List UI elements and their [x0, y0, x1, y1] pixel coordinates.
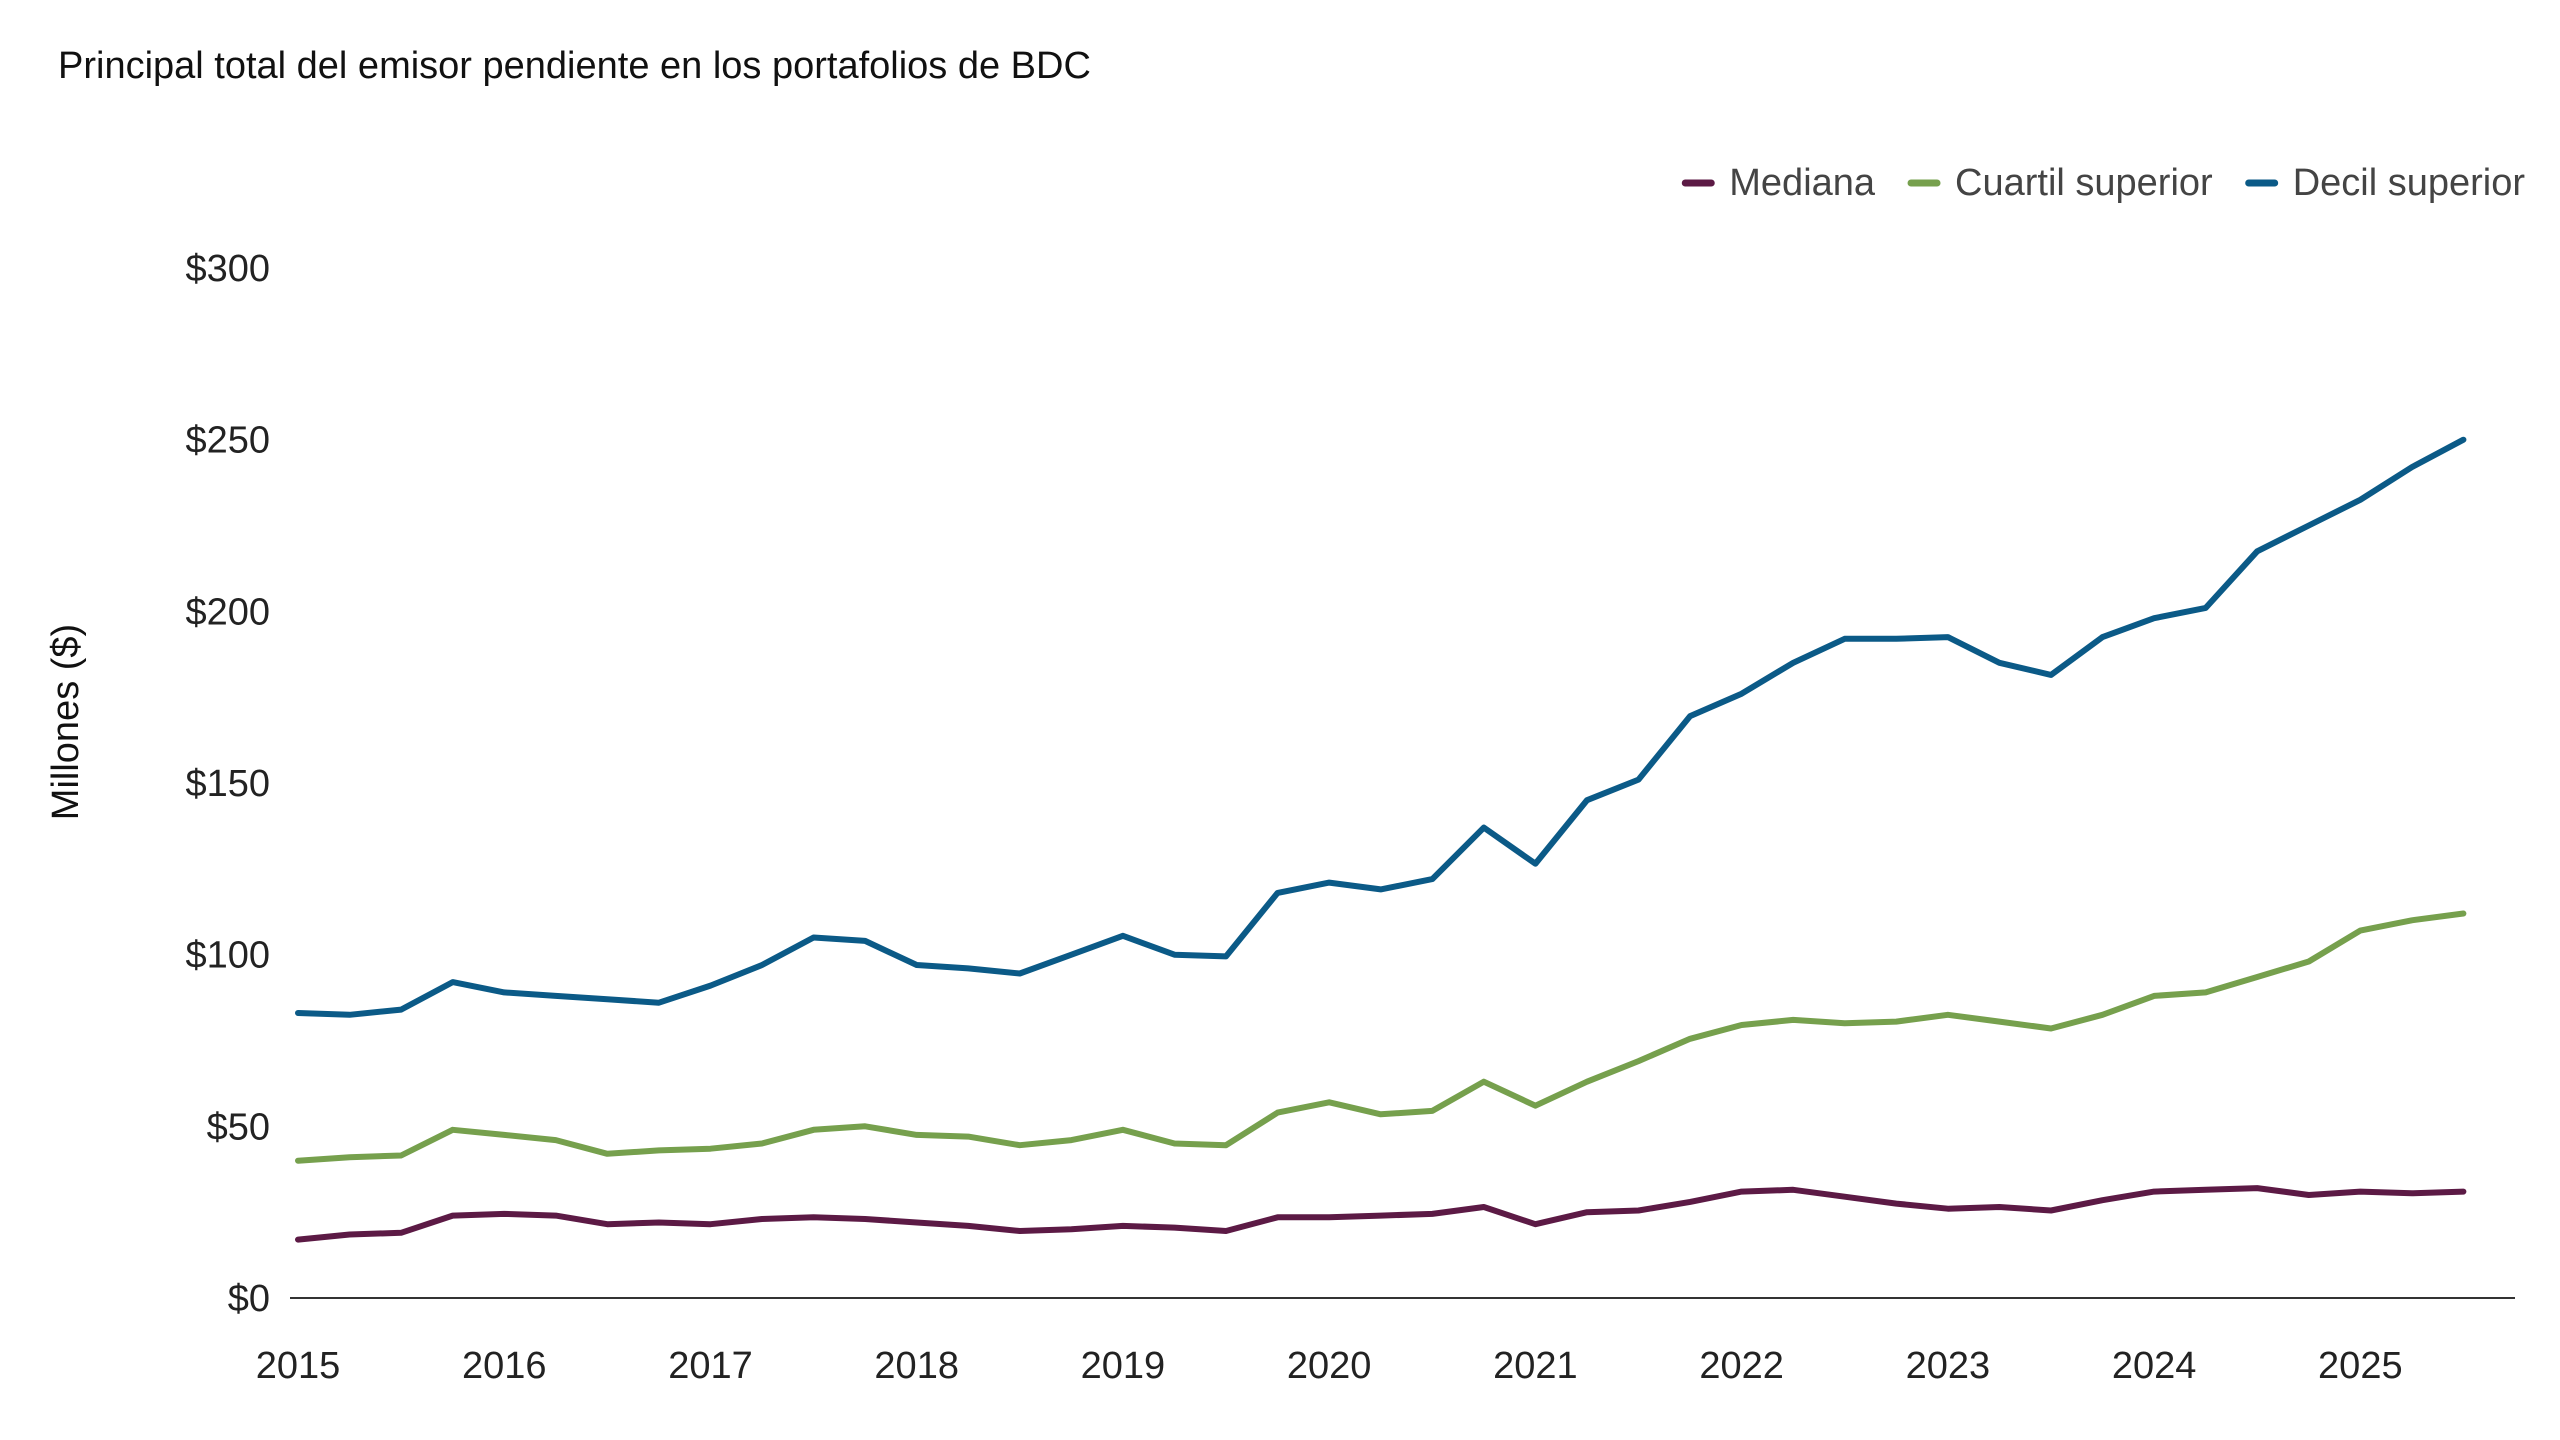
y-tick-label: $200 — [185, 591, 270, 633]
x-tick-label: 2018 — [874, 1345, 959, 1387]
legend-item-mediana: Mediana — [1681, 162, 1876, 204]
x-tick-label: 2023 — [1906, 1345, 1991, 1387]
chart-title: Principal total del emisor pendiente en … — [58, 45, 1091, 87]
x-tick-label: 2021 — [1493, 1345, 1578, 1387]
series-layer — [295, 436, 2467, 1243]
x-tick-label: 2022 — [1699, 1345, 1784, 1387]
y-tick-label: $0 — [228, 1278, 270, 1320]
y-tick-label: $150 — [185, 763, 270, 805]
x-tick-label: 2017 — [668, 1345, 753, 1387]
x-axis: 2015 2016 2017 2018 2019 2020 2021 2022 2023 2024… — [256, 1297, 2515, 1387]
x-tick-label: 2015 — [256, 1345, 341, 1387]
legend-label: Decil superior — [2293, 162, 2526, 204]
y-tick-label: $100 — [185, 935, 270, 977]
y-axis-title: Millones ($) — [45, 624, 87, 820]
y-tick-label: $250 — [185, 420, 270, 462]
y-tick-label: $50 — [207, 1106, 270, 1148]
series-line-decil-superior — [295, 436, 2467, 1018]
series-line-cuartil-superior — [295, 910, 2467, 1164]
legend-item-cuartil-superior: Cuartil superior — [1907, 162, 2213, 204]
legend-item-decil-superior: Decil superior — [2245, 162, 2526, 204]
x-tick-label: 2024 — [2112, 1345, 2197, 1387]
x-tick-label: 2025 — [2318, 1345, 2403, 1387]
legend-label: Cuartil superior — [1955, 162, 2213, 204]
x-tick-label: 2020 — [1287, 1345, 1372, 1387]
x-tick-label: 2016 — [462, 1345, 547, 1387]
series-line-mediana — [295, 1185, 2467, 1243]
x-tick-label: 2019 — [1081, 1345, 1166, 1387]
y-axis: $0 $50 $100 $150 $200 $250 $300 — [185, 248, 270, 1320]
legend: Mediana Cuartil superior Decil superior — [1681, 162, 2526, 204]
legend-label: Mediana — [1729, 162, 1876, 204]
y-tick-label: $300 — [185, 248, 270, 290]
